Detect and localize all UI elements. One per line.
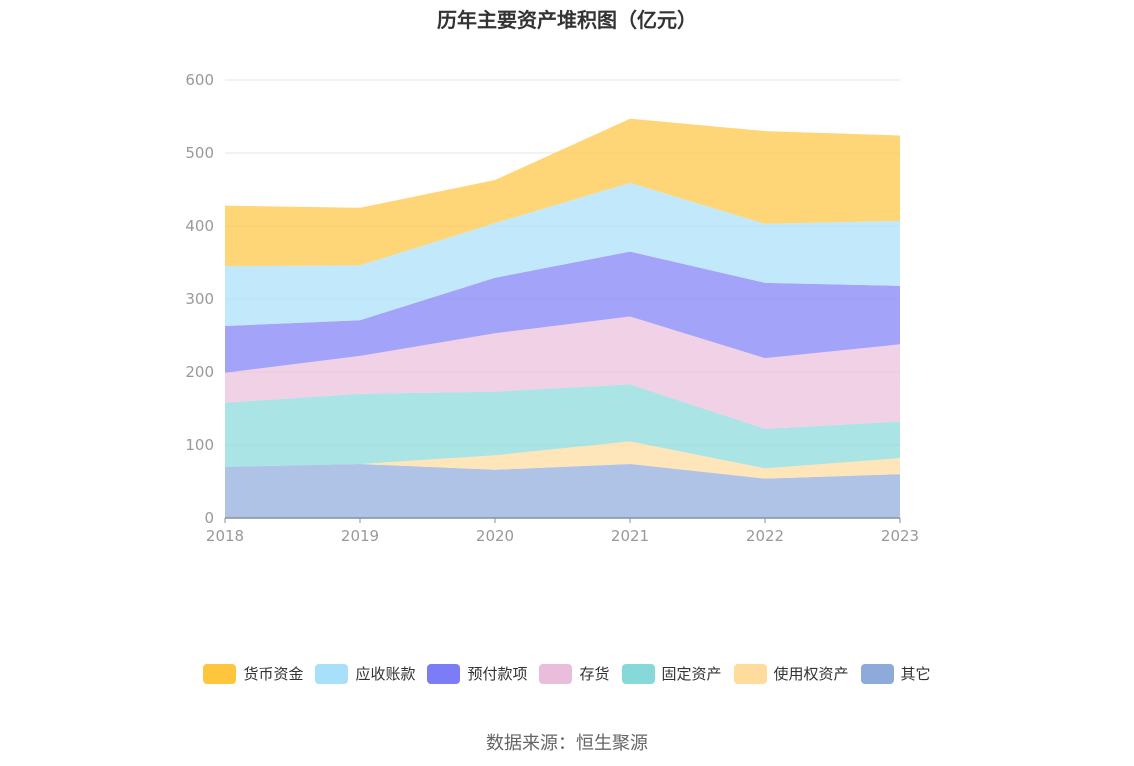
x-tick-label: 2020	[476, 527, 514, 545]
y-tick-label: 600	[185, 71, 214, 89]
area-应收账款	[225, 182, 900, 326]
legend-item[interactable]: 固定资产	[621, 663, 722, 684]
area-其它	[225, 464, 900, 518]
y-tick-label: 0	[204, 509, 214, 527]
legend-label: 固定资产	[661, 665, 722, 683]
x-tick-label: 2022	[746, 527, 784, 545]
legend-item[interactable]: 其它	[860, 663, 931, 684]
legend-item[interactable]: 货币资金	[203, 663, 303, 684]
legend-swatch	[315, 663, 349, 684]
legend-label: 货币资金	[243, 665, 304, 683]
legend-swatch	[621, 663, 655, 684]
legend-swatch	[203, 663, 237, 684]
data-source: 数据来源：恒生聚源	[486, 733, 648, 754]
legend-label: 使用权资产	[773, 665, 849, 683]
legend-item[interactable]: 存货	[539, 663, 610, 684]
legend: 货币资金 应收账款 预付款项 存货 固定资产 使用权资产 其它	[0, 663, 1134, 684]
area-存货	[225, 316, 900, 429]
legend-label: 预付款项	[467, 665, 528, 683]
y-tick-label: 400	[185, 217, 214, 235]
legend-swatch	[733, 663, 767, 684]
area-货币资金	[225, 118, 900, 267]
x-tick-label: 2019	[341, 527, 379, 545]
legend-item[interactable]: 预付款项	[427, 663, 527, 684]
y-tick-label: 100	[185, 436, 214, 454]
axes: 0 100 200 300 400 500 600 2018 2019 2020 2021 2022 2…	[185, 71, 919, 545]
legend-swatch	[427, 663, 461, 684]
legend-label: 其它	[900, 665, 931, 683]
x-tick-label: 2018	[206, 527, 244, 545]
x-tick-label: 2023	[881, 527, 919, 545]
x-tick-label: 2021	[611, 527, 649, 545]
y-tick-label: 200	[185, 363, 214, 381]
chart-title: 历年主要资产堆积图（亿元）	[437, 8, 697, 32]
legend-label: 应收账款	[355, 665, 416, 683]
legend-label: 存货	[579, 665, 610, 683]
area-固定资产	[225, 384, 900, 469]
area-预付款项	[225, 251, 900, 373]
legend-item[interactable]: 使用权资产	[733, 663, 849, 684]
y-tick-label: 500	[185, 144, 214, 162]
legend-item[interactable]: 应收账款	[315, 663, 415, 684]
legend-swatch	[539, 663, 573, 684]
area-使用权资产	[225, 441, 900, 479]
legend-swatch	[860, 663, 894, 684]
y-tick-label: 300	[185, 290, 214, 308]
area-series	[225, 118, 900, 518]
